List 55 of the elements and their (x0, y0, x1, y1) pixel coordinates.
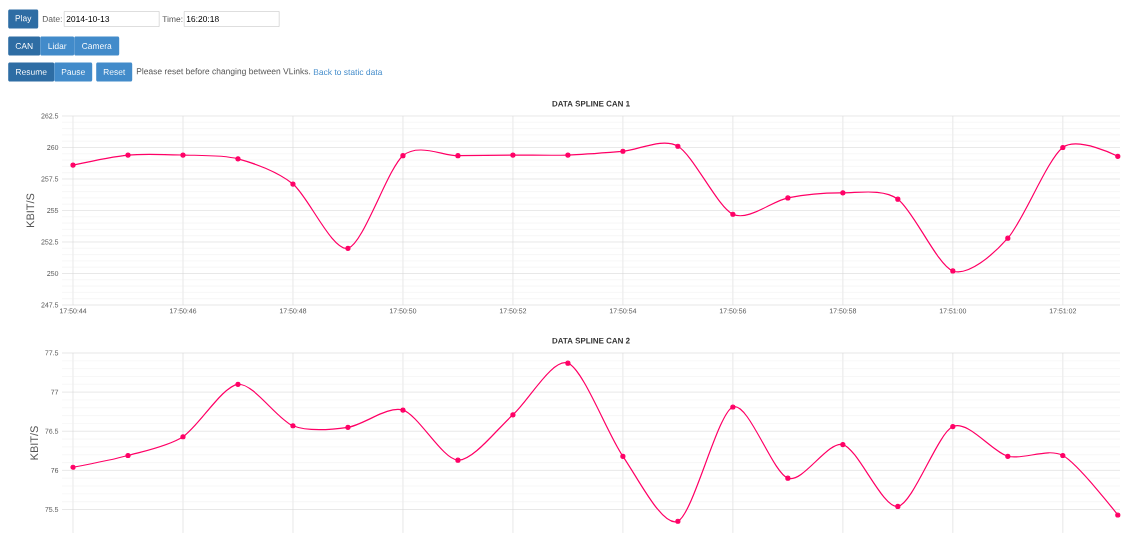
point (620, 148, 626, 154)
point (400, 153, 406, 159)
point (70, 162, 76, 168)
text: Camera (82, 43, 112, 49)
point (125, 452, 131, 459)
point (840, 441, 846, 448)
point (565, 152, 571, 158)
point (400, 407, 406, 413)
text: Resume (16, 69, 47, 75)
point (455, 153, 461, 159)
text: Please reset before changing between VLinks. (136, 68, 311, 76)
point (345, 245, 351, 251)
point (895, 503, 901, 509)
point (1005, 235, 1011, 241)
point (785, 195, 791, 201)
text: 2014-10-13 (66, 16, 110, 22)
point (345, 424, 351, 430)
text: Back to static data (313, 68, 383, 76)
point (840, 190, 846, 196)
point (565, 360, 571, 366)
point (235, 381, 241, 387)
point (730, 211, 736, 217)
point (1060, 452, 1066, 459)
point (510, 412, 516, 418)
point (730, 404, 736, 410)
text: CAN (15, 43, 33, 49)
point (950, 268, 956, 274)
point (180, 152, 186, 158)
text: Pause (61, 69, 85, 75)
text: Time: (162, 15, 183, 23)
point (785, 475, 791, 481)
point (455, 457, 461, 463)
point (620, 453, 626, 459)
point (235, 156, 241, 162)
point (1115, 153, 1121, 159)
point (675, 518, 681, 524)
point (1115, 512, 1121, 518)
text: Lidar (48, 42, 67, 50)
point (895, 196, 901, 202)
point (675, 143, 681, 149)
point (125, 152, 131, 158)
point (70, 464, 76, 470)
point (290, 181, 296, 187)
point (510, 152, 516, 158)
point (180, 434, 186, 440)
point (1005, 453, 1011, 459)
point (950, 423, 956, 430)
point (290, 423, 296, 429)
text: 16:20:18 (186, 16, 219, 22)
text: Reset (103, 69, 126, 75)
text: Play (15, 15, 32, 23)
y-axis-title: KBIT/S (26, 193, 35, 227)
point (1060, 144, 1066, 151)
y-axis-title: KBIT/S (30, 426, 39, 460)
text: Date: (42, 16, 62, 22)
